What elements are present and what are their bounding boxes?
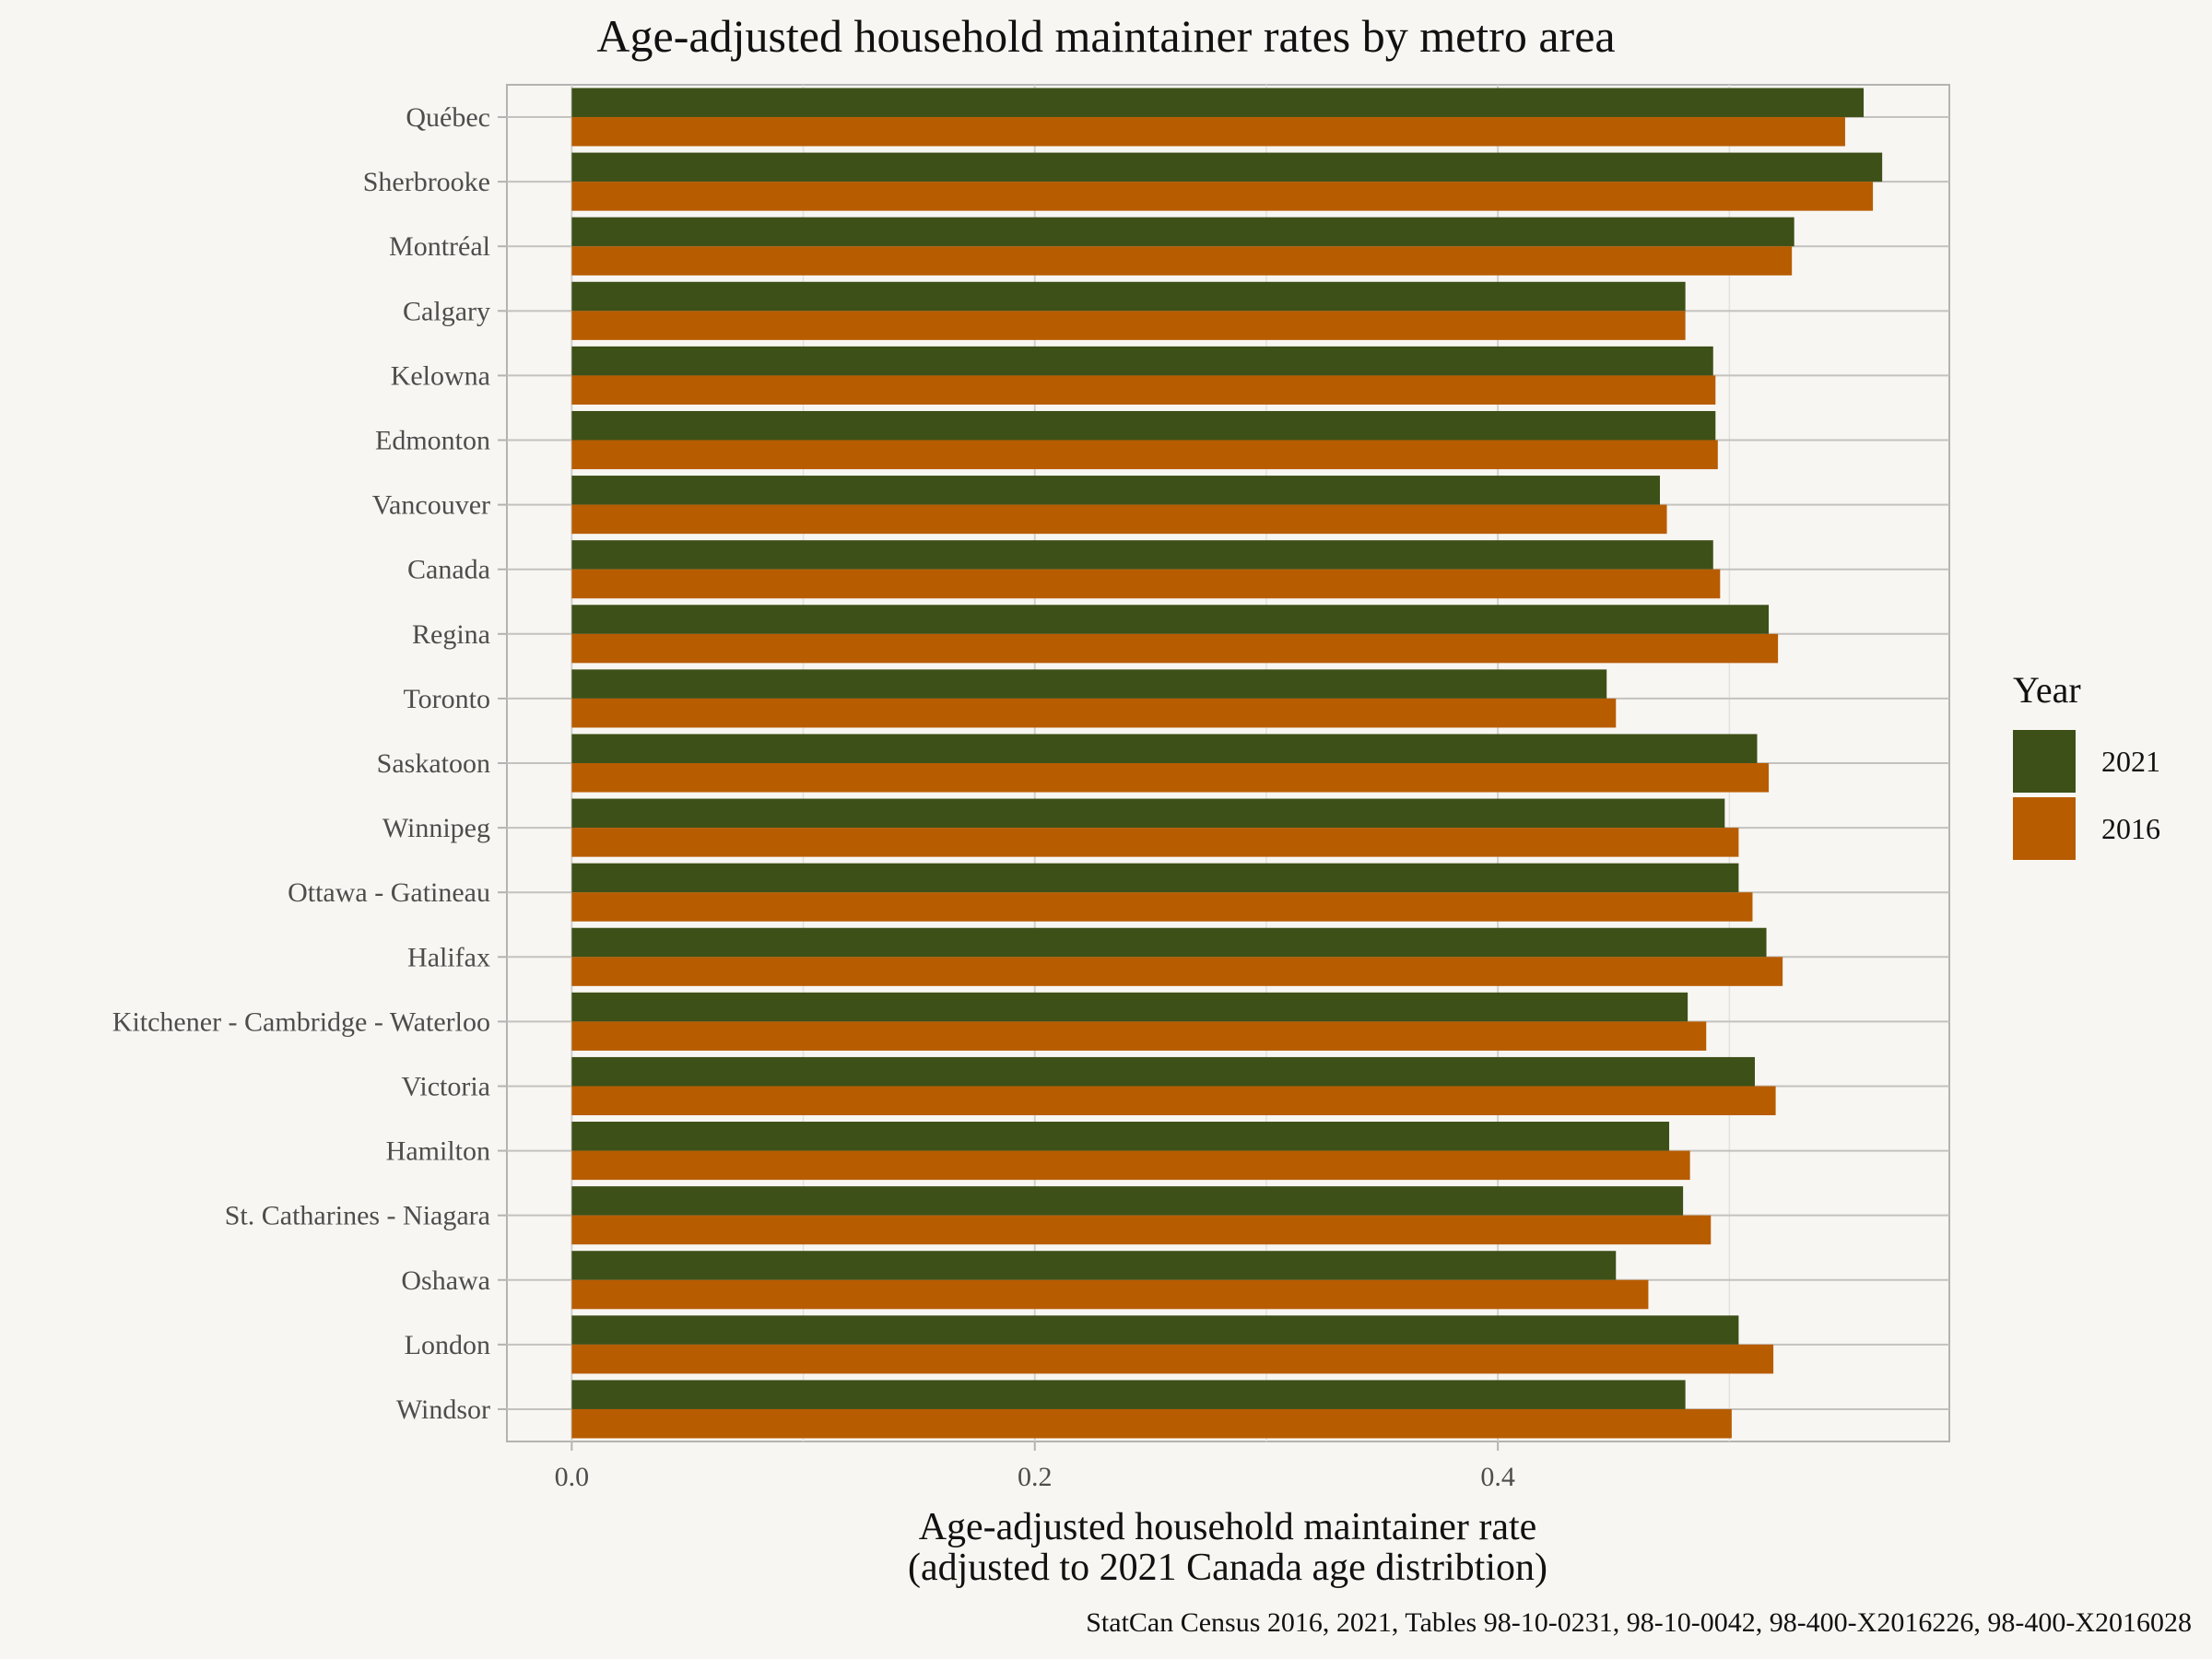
bar-2021 bbox=[571, 1186, 1683, 1216]
y-tick-label: Kitchener - Cambridge - Waterloo bbox=[112, 1006, 490, 1037]
bar-2016 bbox=[571, 957, 1783, 986]
legend-title: Year bbox=[2013, 669, 2081, 711]
bar-2016 bbox=[571, 1280, 1648, 1310]
bar-2021 bbox=[571, 1251, 1616, 1280]
bar-2021 bbox=[571, 993, 1688, 1022]
bar-2021 bbox=[571, 928, 1766, 958]
bar-2016 bbox=[571, 182, 1873, 211]
y-axis: Québec Sherbrooke Montréal Calgary Kelowna Ed… bbox=[112, 102, 507, 1425]
x-tick-label: 0.0 bbox=[555, 1462, 590, 1492]
y-tick-label: Vancouver bbox=[372, 490, 490, 521]
y-tick-label: Sherbrooke bbox=[363, 167, 490, 197]
x-axis: 0.0 0.2 0.4 bbox=[555, 1441, 1515, 1492]
y-tick-label: Saskatoon bbox=[377, 748, 490, 779]
y-tick-label: Calgary bbox=[403, 296, 490, 326]
bar-2021 bbox=[571, 605, 1769, 634]
y-tick-label: St. Catharines - Niagara bbox=[225, 1201, 490, 1231]
bar-2021 bbox=[571, 1315, 1738, 1345]
bar-2016 bbox=[571, 246, 1792, 276]
bar-2016 bbox=[571, 1216, 1711, 1245]
y-tick-label: Oshawa bbox=[401, 1265, 490, 1296]
x-tick-label: 0.4 bbox=[1480, 1462, 1515, 1492]
chart-caption: StatCan Census 2016, 2021, Tables 98-10-… bbox=[1086, 1607, 2192, 1638]
bar-2016 bbox=[571, 441, 1717, 470]
bar-2016 bbox=[571, 505, 1666, 535]
x-axis-title: Age-adjusted household maintainer rate bbox=[919, 1506, 1537, 1548]
bar-2016 bbox=[571, 1021, 1706, 1051]
x-tick-label: 0.2 bbox=[1018, 1462, 1053, 1492]
y-tick-label: Québec bbox=[406, 102, 490, 133]
bar-2016 bbox=[571, 699, 1616, 728]
y-tick-label: Edmonton bbox=[375, 426, 490, 456]
y-tick-label: London bbox=[405, 1330, 490, 1360]
bar-2016 bbox=[571, 1345, 1773, 1374]
bar-2021 bbox=[571, 476, 1660, 505]
bar-2016 bbox=[571, 763, 1769, 793]
bar-2021 bbox=[571, 864, 1738, 893]
bar-2016 bbox=[571, 311, 1685, 340]
bar-2016 bbox=[571, 117, 1845, 147]
bar-2021 bbox=[571, 540, 1712, 570]
chart-title: Age-adjusted household maintainer rates … bbox=[596, 10, 1615, 62]
bar-2016 bbox=[571, 375, 1715, 405]
legend-key-2021 bbox=[2013, 730, 2076, 793]
bar-2021 bbox=[571, 734, 1757, 763]
y-tick-label: Ottawa - Gatineau bbox=[288, 877, 490, 908]
bar-2021 bbox=[571, 153, 1882, 182]
bar-2016 bbox=[571, 570, 1720, 599]
y-tick-label: Canada bbox=[407, 555, 490, 585]
bar-2021 bbox=[571, 799, 1724, 829]
bar-2021 bbox=[571, 347, 1712, 376]
bar-2016 bbox=[571, 1151, 1689, 1181]
bar-2021 bbox=[571, 88, 1864, 118]
bar-2021 bbox=[571, 1122, 1669, 1151]
y-tick-label: Toronto bbox=[403, 684, 490, 714]
bar-2021 bbox=[571, 218, 1794, 247]
bar-2021 bbox=[571, 669, 1606, 699]
bar-2016 bbox=[571, 634, 1778, 664]
bar-2021 bbox=[571, 1380, 1685, 1409]
bar-2021 bbox=[571, 1057, 1755, 1087]
y-tick-label: Windsor bbox=[396, 1394, 490, 1425]
bar-2016 bbox=[571, 828, 1738, 857]
y-tick-label: Victoria bbox=[402, 1071, 491, 1101]
legend-label-2016: 2016 bbox=[2101, 812, 2160, 845]
y-tick-label: Kelowna bbox=[391, 360, 490, 391]
y-tick-label: Halifax bbox=[407, 942, 490, 972]
legend-key-2016 bbox=[2013, 797, 2076, 860]
y-tick-label: Winnipeg bbox=[382, 813, 490, 843]
bar-2021 bbox=[571, 411, 1715, 441]
legend: Year 2021 2016 bbox=[2013, 669, 2160, 860]
bar-2016 bbox=[571, 892, 1752, 922]
x-axis-subtitle: (adjusted to 2021 Canada age distribtion… bbox=[908, 1547, 1547, 1589]
y-tick-label: Hamilton bbox=[386, 1136, 490, 1167]
bar-2016 bbox=[571, 1409, 1732, 1439]
bar-2021 bbox=[571, 282, 1685, 312]
y-tick-label: Montréal bbox=[389, 231, 490, 262]
bar-2016 bbox=[571, 1086, 1775, 1115]
y-tick-label: Regina bbox=[412, 619, 490, 650]
legend-label-2021: 2021 bbox=[2101, 745, 2160, 778]
